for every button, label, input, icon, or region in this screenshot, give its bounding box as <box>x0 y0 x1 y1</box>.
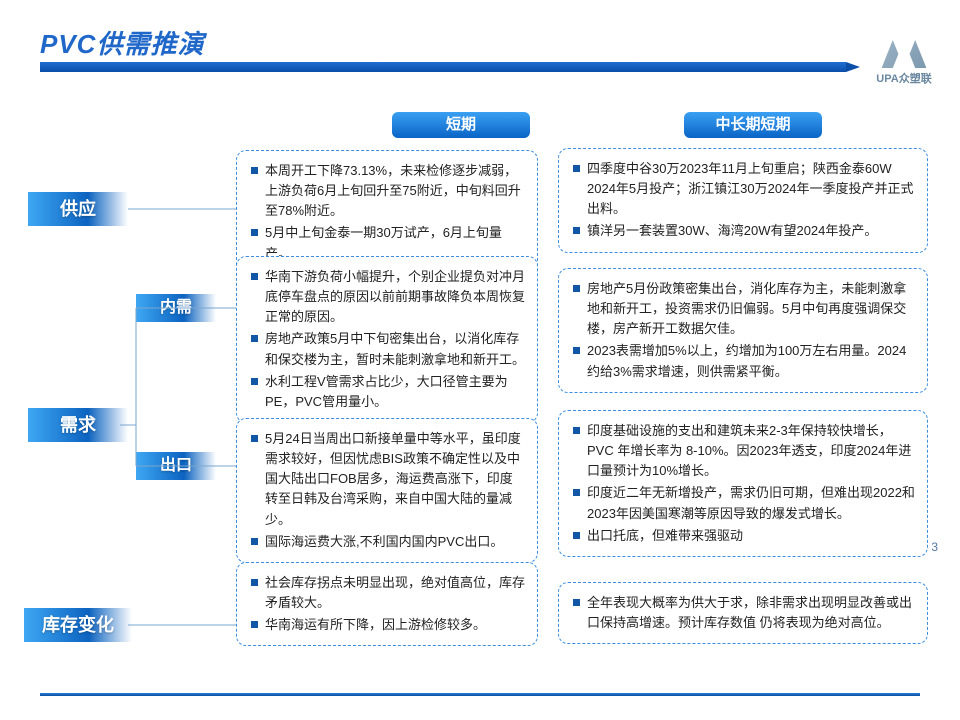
bullet-item: 国际海运费大涨,不利国内国内PVC出口。 <box>247 532 525 552</box>
logo-text: UPA众塑联 <box>876 70 932 86</box>
title-row: PVC供需推演 <box>40 24 932 61</box>
slide: PVC供需推演 UPA众塑联 短期 中长期短期 供应 需求 内需 出口 库存变化… <box>0 0 960 720</box>
box-short-export: 5月24日当周出口新接单量中等水平，虽印度需求较好，但因忧虑BIS政策不确定性以… <box>236 418 538 563</box>
box-short-inventory: 社会库存拐点未明显出现，绝对值高位，库存矛盾较大。华南海运有所下降，因上游检修较… <box>236 562 538 646</box>
page-number: 3 <box>931 540 938 554</box>
bullet-item: 社会库存拐点未明显出现，绝对值高位，库存矛盾较大。 <box>247 573 525 613</box>
tag-export: 出口 <box>136 452 216 480</box>
bullet-item: 四季度中谷30万2023年11月上旬重启；陕西金泰60W 2024年5月投产；浙… <box>569 159 915 219</box>
tag-supply: 供应 <box>28 192 128 226</box>
bullet-item: 2023表需增加5%以上，约增加为100万左右用量。2024约给3%需求增速，则… <box>569 341 915 381</box>
bullet-item: 华南海运有所下降，因上游检修较多。 <box>247 615 525 635</box>
bullet-item: 印度近二年无新增投产，需求仍旧可期，但难出现2022和2023年因美国寒潮等原因… <box>569 483 915 523</box>
page-title: PVC供需推演 <box>40 24 932 61</box>
box-long-demand: 房地产5月份政策密集出台，消化库存为主，未能刺激拿地和新开工，投资需求仍旧偏弱。… <box>558 268 928 393</box>
bullet-item: 全年表现大概率为供大于求，除非需求出现明显改善或出口保持高增速。预计库存数值 仍… <box>569 593 915 633</box>
bullet-item: 出口托底，但难带来强驱动 <box>569 526 915 546</box>
box-long-export: 印度基础设施的支出和建筑未来2-3年保持较快增长，PVC 年增长率为 8-10%… <box>558 410 928 557</box>
title-bar <box>40 62 846 72</box>
box-long-supply: 四季度中谷30万2023年11月上旬重启；陕西金泰60W 2024年5月投产；浙… <box>558 148 928 253</box>
bullet-item: 本周开工下降73.13%，未来检修逐步减弱，上游负荷6月上旬回升至75附近，中旬… <box>247 161 525 221</box>
bullet-item: 水利工程V管需求占比少，大口径管主要为PE，PVC管用量小。 <box>247 372 525 412</box>
logo-icon <box>876 40 932 68</box>
bullet-item: 房地产5月份政策密集出台，消化库存为主，未能刺激拿地和新开工，投资需求仍旧偏弱。… <box>569 279 915 339</box>
bullet-item: 镇洋另一套装置30W、海湾20W有望2024年投产。 <box>569 221 915 241</box>
bullet-item: 华南下游负荷小幅提升，个别企业提负对冲月底停车盘点的原因以前前期事故降负本周恢复… <box>247 267 525 327</box>
footer-bar <box>40 693 920 696</box>
column-header-long: 中长期短期 <box>684 112 822 138</box>
tag-inner-demand: 内需 <box>136 294 216 322</box>
bullet-item: 印度基础设施的支出和建筑未来2-3年保持较快增长，PVC 年增长率为 8-10%… <box>569 421 915 481</box>
box-long-inventory: 全年表现大概率为供大于求，除非需求出现明显改善或出口保持高增速。预计库存数值 仍… <box>558 582 928 644</box>
logo: UPA众塑联 <box>876 40 932 86</box>
column-header-short: 短期 <box>392 112 530 138</box>
bullet-item: 房地产政策5月中下旬密集出台，以消化库存和保交楼为主，暂时未能刺激拿地和新开工。 <box>247 329 525 369</box>
tag-inventory: 库存变化 <box>24 608 132 642</box>
box-short-inner-demand: 华南下游负荷小幅提升，个别企业提负对冲月底停车盘点的原因以前前期事故降负本周恢复… <box>236 256 538 423</box>
bullet-item: 5月24日当周出口新接单量中等水平，虽印度需求较好，但因忧虑BIS政策不确定性以… <box>247 429 525 530</box>
tag-demand: 需求 <box>28 408 128 442</box>
